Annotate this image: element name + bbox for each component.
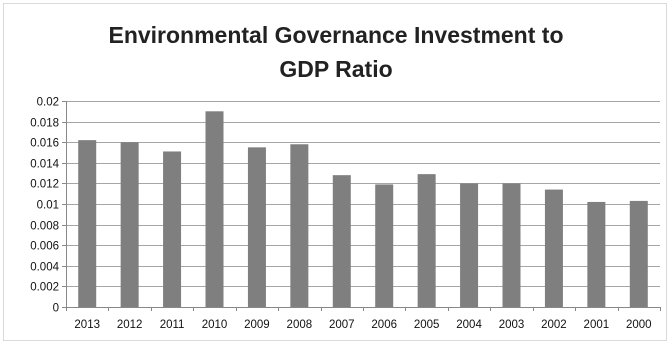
- x-tick-label: 2010: [202, 319, 228, 331]
- bar-2006: [375, 184, 394, 307]
- y-tick-label: 0.006: [30, 241, 59, 253]
- x-tick-label: 2013: [74, 319, 100, 331]
- y-tick-label: 0.014: [30, 159, 59, 171]
- y-tick-label: 0.02: [37, 97, 59, 109]
- x-tick-label: 2012: [117, 319, 143, 331]
- x-tick-label: 2002: [541, 319, 567, 331]
- x-tick-label: 2006: [371, 319, 397, 331]
- bar-2011: [163, 151, 182, 307]
- y-tick-label: 0.012: [30, 179, 59, 191]
- chart-title: Environmental Governance Investment to G…: [0, 18, 672, 86]
- bar-2008: [290, 144, 309, 307]
- y-tick-label: 0: [53, 303, 59, 315]
- x-tick-label: 2007: [329, 319, 355, 331]
- bar-2005: [417, 174, 436, 307]
- x-tick-label: 2003: [499, 319, 525, 331]
- chart-title-line-1: Environmental Governance Investment to: [108, 22, 564, 48]
- bar-2003: [502, 183, 521, 307]
- y-tick-label: 0.016: [30, 138, 59, 150]
- x-tick-label: 2004: [456, 319, 482, 331]
- x-tick-label: 2008: [287, 319, 313, 331]
- y-tick-label: 0.008: [30, 221, 59, 233]
- bar-2012: [120, 142, 139, 307]
- bar-2010: [205, 111, 224, 307]
- bar-2007: [332, 175, 351, 307]
- bar-2002: [544, 189, 563, 307]
- y-tick-label: 0.01: [37, 200, 59, 212]
- x-tick-label: 2009: [244, 319, 270, 331]
- y-tick-label: 0.018: [30, 118, 59, 130]
- y-tick-label: 0.002: [30, 282, 59, 294]
- chart-title-line-2: GDP Ratio: [279, 56, 393, 82]
- x-tick-label: 2011: [160, 319, 185, 331]
- bar-2013: [78, 140, 97, 307]
- x-tick-label: 2001: [584, 319, 610, 331]
- x-tick-label: 2005: [414, 319, 440, 331]
- bar-2009: [247, 147, 266, 307]
- bar-2004: [460, 183, 479, 307]
- bar-2001: [587, 201, 606, 307]
- x-tick-label: 2000: [626, 319, 652, 331]
- bar-2000: [629, 200, 648, 307]
- y-tick-label: 0.004: [30, 262, 59, 274]
